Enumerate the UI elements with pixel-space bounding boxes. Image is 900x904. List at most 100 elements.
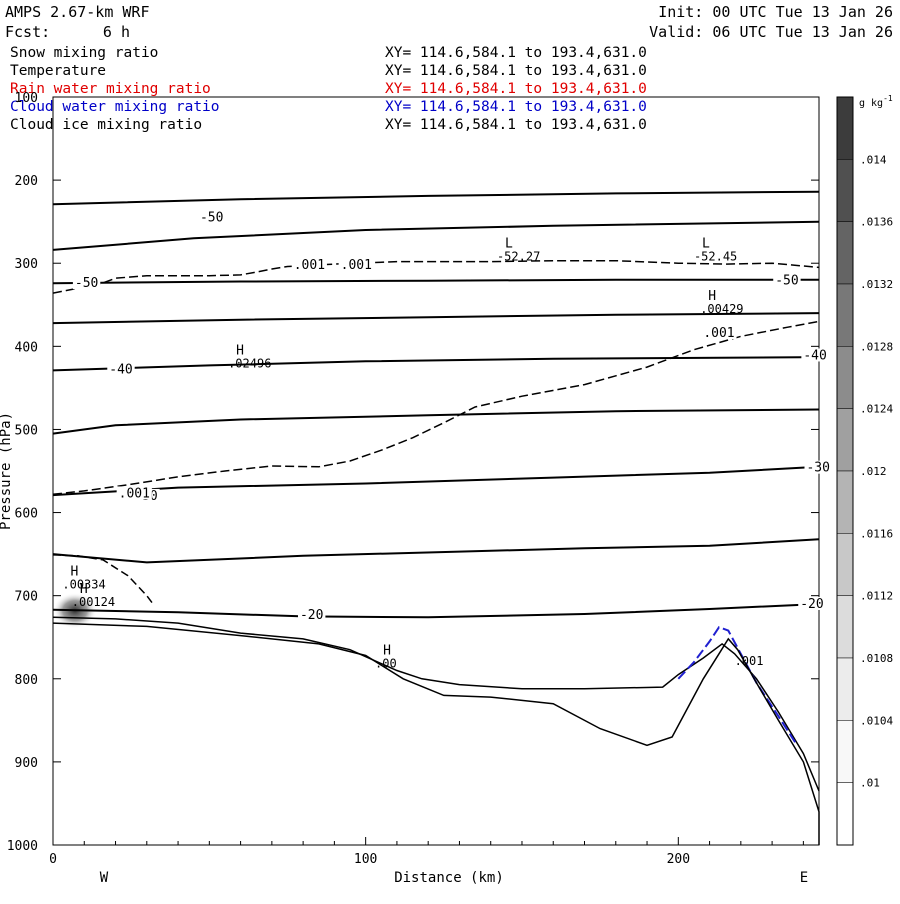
colorbar: .014 .0136 .0132 .0128 .0124 .012 .0116 .0112 .0…	[836, 94, 893, 846]
y-tick-label: 900	[15, 756, 38, 771]
valid-time: Valid: 06 UTC Tue 13 Jan 26	[649, 23, 893, 41]
y-tick-label: 800	[15, 673, 38, 688]
ice-contour-label: .001	[703, 326, 734, 341]
isotherm-line	[52, 408, 820, 435]
ice-contour-label: .001	[294, 258, 325, 273]
colorbar-cell	[836, 782, 854, 846]
colorbar-cell	[836, 657, 854, 721]
forecast-label: Fcst:	[5, 23, 50, 41]
colorbar-level-label: .0132	[860, 278, 893, 291]
isotherm-line	[52, 278, 819, 285]
terrain-contour-line	[52, 616, 820, 792]
x-tick-label: 0	[49, 852, 57, 867]
field-range: XY= 114.6,584.1 to 193.4,631.0	[385, 45, 647, 61]
isotherm-line	[52, 603, 820, 619]
colorbar-unit: g kg-1	[859, 94, 893, 109]
x-axis-title: Distance (km)	[394, 870, 504, 886]
field-range: XY= 114.6,584.1 to 193.4,631.0	[385, 81, 647, 97]
field-range: XY= 114.6,584.1 to 193.4,631.0	[385, 63, 647, 79]
field-name: Cloud water mixing ratio	[10, 99, 220, 115]
extremum-symbol: H	[70, 565, 78, 580]
isotherm-label: -20	[300, 608, 323, 623]
isotherm-label: -50	[75, 276, 98, 291]
snow-contour-label-bg	[116, 486, 152, 500]
snow-contour-label: .001	[119, 486, 150, 501]
y-tick-label: 700	[15, 590, 38, 605]
isotherm-label: -20	[800, 597, 823, 612]
field-name: Rain water mixing ratio	[10, 81, 211, 97]
snow-contour-line	[52, 320, 820, 496]
colorbar-level-label: .01	[860, 777, 880, 790]
colorbar-cell	[836, 595, 854, 659]
isotherm-label-bg	[798, 596, 826, 610]
colorbar-cell	[836, 470, 854, 534]
isotherm-line	[52, 538, 820, 564]
colorbar-cell	[836, 533, 854, 596]
extremum-value: -52.45	[694, 249, 737, 263]
isotherm-label-bg	[197, 210, 226, 224]
extremum-value: -52.27	[497, 249, 540, 263]
colorbar-cell	[836, 159, 854, 222]
isotherm-label-bg	[801, 348, 829, 362]
extremum-value: .001	[735, 654, 764, 668]
colorbar-level-label: .0112	[860, 590, 893, 603]
y-tick-label: 300	[15, 257, 38, 272]
extremum-symbol: H	[236, 344, 244, 359]
x-tick-label: 200	[667, 852, 690, 867]
colorbar-cell	[836, 283, 854, 347]
colorbar-frame	[836, 96, 854, 846]
isotherm-label: -30	[806, 461, 829, 476]
cloud-water-contour-line	[677, 625, 798, 746]
header: AMPS 2.67-km WRF Init: 00 UTC Tue 13 Jan…	[5, 3, 893, 41]
isotherm-line	[52, 465, 820, 497]
ice-contour-label-bg	[701, 326, 737, 340]
isotherm-label: -40	[803, 348, 826, 363]
y-tick-label: 100	[15, 91, 38, 106]
isotherm-label-bg	[773, 273, 801, 287]
lowlevel-contour-line	[52, 554, 154, 605]
isotherm-label: -50	[200, 211, 223, 226]
isotherm-label: -50	[775, 274, 798, 289]
colorbar-cell	[836, 408, 854, 472]
colorbar-cell	[836, 720, 854, 783]
colorbar-cell	[836, 346, 854, 409]
colorbar-cell	[836, 221, 854, 285]
isotherm-line	[52, 312, 820, 325]
isotherm-line	[52, 356, 820, 372]
extremum-value: .00429	[700, 302, 743, 316]
field-name: Snow mixing ratio	[10, 45, 158, 61]
forecast-hour: 6 h	[103, 23, 130, 41]
ice-contour-label-bg	[291, 257, 327, 271]
ice-contour-label-bg	[338, 257, 374, 271]
extremum-value: .00334	[62, 578, 105, 592]
plot-area: -50-50-50-40-40-30-30-20-20.001.001.001.…	[7, 91, 832, 867]
isotherm-label-bg	[804, 460, 832, 474]
y-tick-label: 600	[15, 507, 38, 522]
colorbar-level-label: .0136	[860, 216, 893, 229]
colorbar-level-label: .012	[860, 465, 887, 478]
extremum-symbol: H	[383, 644, 391, 659]
y-tick-label: 400	[15, 340, 38, 355]
field-range: XY= 114.6,584.1 to 193.4,631.0	[385, 117, 647, 133]
x-axis-east-label: E	[800, 870, 808, 886]
field-name: Cloud ice mixing ratio	[10, 117, 202, 133]
y-tick-label: 200	[15, 174, 38, 189]
colorbar-level-label: .014	[860, 153, 887, 166]
y-tick-label: 500	[15, 423, 38, 438]
y-axis-title: Pressure (hPa)	[0, 412, 14, 530]
isotherm-label: -40	[109, 363, 132, 378]
ice-contour-line	[52, 259, 820, 294]
model-title: AMPS 2.67-km WRF	[5, 3, 150, 21]
field-legend: Snow mixing ratio XY= 114.6,584.1 to 193…	[10, 45, 647, 133]
isotherm-label-bg	[297, 607, 326, 621]
x-axis-west-label: W	[100, 870, 109, 886]
extremum-symbol: H	[708, 289, 716, 304]
colorbar-level-label: .0116	[860, 527, 893, 540]
colorbar-level-label: .0124	[860, 403, 893, 416]
colorbar-level-label: .0108	[860, 652, 893, 665]
extremum-value: .02496	[228, 357, 271, 371]
field-range: XY= 114.6,584.1 to 193.4,631.0	[385, 99, 647, 115]
colorbar-cell	[836, 96, 854, 160]
extremum-value: .00124	[72, 595, 115, 609]
